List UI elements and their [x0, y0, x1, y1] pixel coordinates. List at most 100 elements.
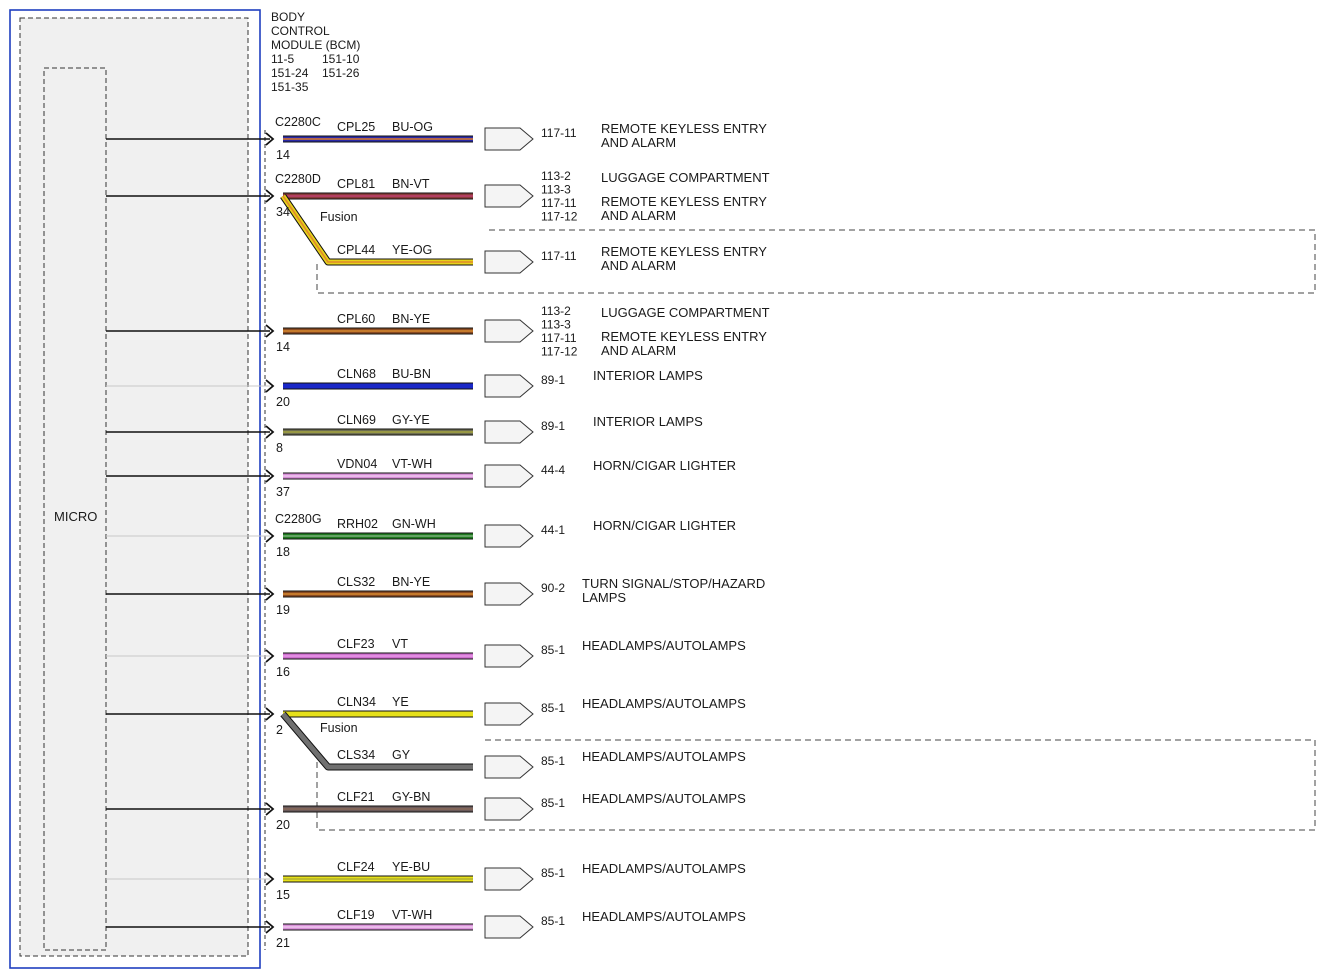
pin-chevron	[265, 379, 275, 393]
module-ref: 151-10	[322, 52, 360, 66]
destination-label: AND ALARM	[601, 208, 676, 223]
circuit-label: CLN34	[337, 695, 376, 709]
circuit-label: CLF23	[337, 637, 375, 651]
destination-connector	[484, 464, 534, 488]
destination-label: REMOTE KEYLESS ENTRY	[601, 329, 767, 344]
pin-chevron	[265, 802, 275, 816]
pin-label: 18	[276, 545, 290, 559]
wire-color-label: YE-BU	[392, 860, 430, 874]
pin-chevron	[265, 132, 275, 146]
pin-label: 2	[276, 723, 283, 737]
pin-label: 8	[276, 441, 283, 455]
page-ref: 44-4	[541, 463, 565, 477]
layer-wires	[265, 127, 534, 939]
micro-label: MICRO	[54, 509, 97, 524]
pin-chevron	[265, 649, 275, 663]
destination-label: REMOTE KEYLESS ENTRY	[601, 121, 767, 136]
destination-connector	[484, 755, 534, 779]
page-ref: 117-12	[541, 210, 578, 224]
circuit-label: CLF21	[337, 790, 375, 804]
destination-label: LAMPS	[582, 590, 626, 605]
pin-chevron	[265, 587, 275, 601]
destination-label: HEADLAMPS/AUTOLAMPS	[582, 749, 746, 764]
circuit-label: CLN68	[337, 367, 376, 381]
page-ref: 117-12	[541, 345, 578, 359]
circuit-label: CPL44	[337, 243, 375, 257]
page-ref: 113-2	[541, 304, 571, 318]
destination-connector	[484, 319, 534, 343]
circuit-label: CLS32	[337, 575, 375, 589]
destination-label: AND ALARM	[601, 343, 676, 358]
destination-label: HEADLAMPS/AUTOLAMPS	[582, 909, 746, 924]
destination-connector	[484, 184, 534, 208]
destination-label: HORN/CIGAR LIGHTER	[593, 518, 736, 533]
circuit-label: VDN04	[337, 457, 377, 471]
pin-chevron	[265, 529, 275, 543]
module-ref: 11-5	[271, 52, 294, 66]
circuit-label: RRH02	[337, 517, 378, 531]
connector-label: C2280D	[275, 172, 321, 186]
module-ref: 151-26	[322, 66, 360, 80]
pin-label: 20	[276, 818, 290, 832]
module-title: BODY	[271, 10, 305, 24]
destination-label: INTERIOR LAMPS	[593, 414, 703, 429]
page-ref: 89-1	[541, 373, 565, 387]
pin-label: 37	[276, 485, 290, 499]
pin-chevron	[265, 469, 275, 483]
destination-connector	[484, 867, 534, 891]
module-ref: 151-35	[271, 80, 309, 94]
page-ref: 117-11	[541, 196, 577, 210]
wire-color-label: BN-YE	[392, 312, 430, 326]
pin-label: 19	[276, 603, 290, 617]
pin-label: 21	[276, 936, 290, 950]
destination-label: HEADLAMPS/AUTOLAMPS	[582, 861, 746, 876]
page-ref: 85-1	[541, 643, 565, 657]
splice-label: Fusion	[320, 721, 358, 735]
destination-connector	[484, 702, 534, 726]
destination-label: INTERIOR LAMPS	[593, 368, 703, 383]
connector-label: C2280C	[275, 115, 321, 129]
wire-CLS34-outline	[280, 711, 473, 771]
pin-label: 34	[276, 205, 290, 219]
pin-label: 20	[276, 395, 290, 409]
wire-color-label: VT	[392, 637, 408, 651]
pin-chevron	[265, 425, 275, 439]
splice-group-box	[316, 739, 1316, 831]
wire-color-label: VT-WH	[392, 908, 432, 922]
destination-label: HEADLAMPS/AUTOLAMPS	[582, 638, 746, 653]
wire-color-label: BU-OG	[392, 120, 433, 134]
page-ref: 85-1	[541, 754, 565, 768]
wire-color-label: BU-BN	[392, 367, 431, 381]
page-ref: 89-1	[541, 419, 565, 433]
page-ref: 85-1	[541, 796, 565, 810]
destination-label: REMOTE KEYLESS ENTRY	[601, 194, 767, 209]
destination-label: AND ALARM	[601, 258, 676, 273]
wire-color-label: YE-OG	[392, 243, 432, 257]
pin-label: 16	[276, 665, 290, 679]
circuit-label: CLN69	[337, 413, 376, 427]
layer-boxes	[9, 9, 1316, 969]
module-ref: 151-24	[271, 66, 309, 80]
pin-chevron	[265, 920, 275, 934]
circuit-label: CLF24	[337, 860, 375, 874]
pin-chevron	[265, 872, 275, 886]
destination-connector	[484, 915, 534, 939]
destination-label: AND ALARM	[601, 135, 676, 150]
wire-CLS34	[281, 712, 473, 770]
pin-label: 14	[276, 148, 290, 162]
module-outline	[9, 9, 261, 969]
pin-label: 14	[276, 340, 290, 354]
module-title: MODULE (BCM)	[271, 38, 360, 52]
circuit-label: CPL25	[337, 120, 375, 134]
destination-connector	[484, 582, 534, 606]
pin-label: 15	[276, 888, 290, 902]
destination-connector	[484, 524, 534, 548]
page-ref: 117-11	[541, 249, 577, 263]
connector-label: C2280G	[275, 512, 322, 526]
page-ref: 85-1	[541, 866, 565, 880]
destination-connector	[484, 250, 534, 274]
page-ref: 113-3	[541, 183, 571, 197]
destination-label: HORN/CIGAR LIGHTER	[593, 458, 736, 473]
